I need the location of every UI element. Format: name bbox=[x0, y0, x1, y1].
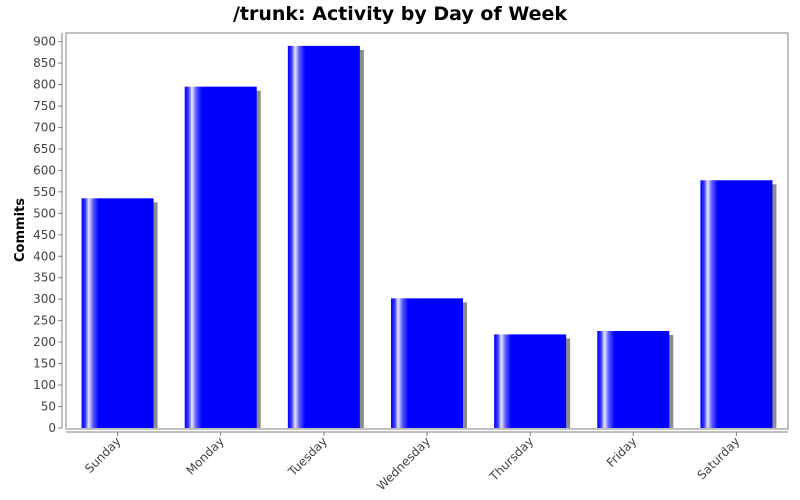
y-tick-label: 850 bbox=[33, 56, 56, 70]
bar-tuesday bbox=[287, 45, 360, 429]
y-tick-label: 650 bbox=[33, 142, 56, 156]
bar-thursday bbox=[494, 334, 567, 428]
y-tick-label: 300 bbox=[33, 292, 56, 306]
y-tick-label: 600 bbox=[33, 163, 56, 177]
y-tick-label: 400 bbox=[33, 249, 56, 263]
y-tick-label: 0 bbox=[48, 421, 56, 435]
y-tick-label: 200 bbox=[33, 335, 56, 349]
bar-friday bbox=[597, 330, 670, 428]
y-tick-label: 100 bbox=[33, 378, 56, 392]
bar-saturday bbox=[700, 180, 773, 428]
y-tick-label: 50 bbox=[41, 400, 56, 414]
y-axis: 0 50 100 150 200 250 300 350 400 450 500 550 600 650 7… bbox=[33, 33, 63, 435]
x-tick-label-saturday: Saturday bbox=[694, 434, 742, 482]
y-tick-label: 750 bbox=[33, 99, 56, 113]
y-tick-label: 350 bbox=[33, 271, 56, 285]
x-tick-label-wednesday: Wednesday bbox=[374, 434, 433, 493]
x-tick-label-tuesday: Tuesday bbox=[285, 434, 330, 479]
y-tick-label: 700 bbox=[33, 120, 56, 134]
y-axis-label: Commits bbox=[13, 198, 28, 262]
y-tick-label: 450 bbox=[33, 228, 56, 242]
x-tick-label-friday: Friday bbox=[604, 434, 640, 470]
chart-title: /trunk: Activity by Day of Week bbox=[233, 3, 567, 25]
y-tick-label: 500 bbox=[33, 206, 56, 220]
x-axis: Sunday Monday Tuesday Wednesday Thursday Frid… bbox=[66, 431, 788, 493]
y-tick-label: 250 bbox=[33, 314, 56, 328]
x-tick-label-sunday: Sunday bbox=[82, 434, 124, 476]
bar-sunday bbox=[81, 198, 154, 428]
y-tick-label: 900 bbox=[33, 35, 56, 49]
x-tick-label-monday: Monday bbox=[183, 434, 226, 477]
bars-group bbox=[81, 45, 777, 429]
y-tick-label: 800 bbox=[33, 78, 56, 92]
y-tick-label: 150 bbox=[33, 357, 56, 371]
bar-monday bbox=[184, 86, 257, 428]
bar-wednesday bbox=[391, 298, 463, 428]
y-tick-label: 550 bbox=[33, 185, 56, 199]
x-tick-label-thursday: Thursday bbox=[486, 434, 536, 484]
